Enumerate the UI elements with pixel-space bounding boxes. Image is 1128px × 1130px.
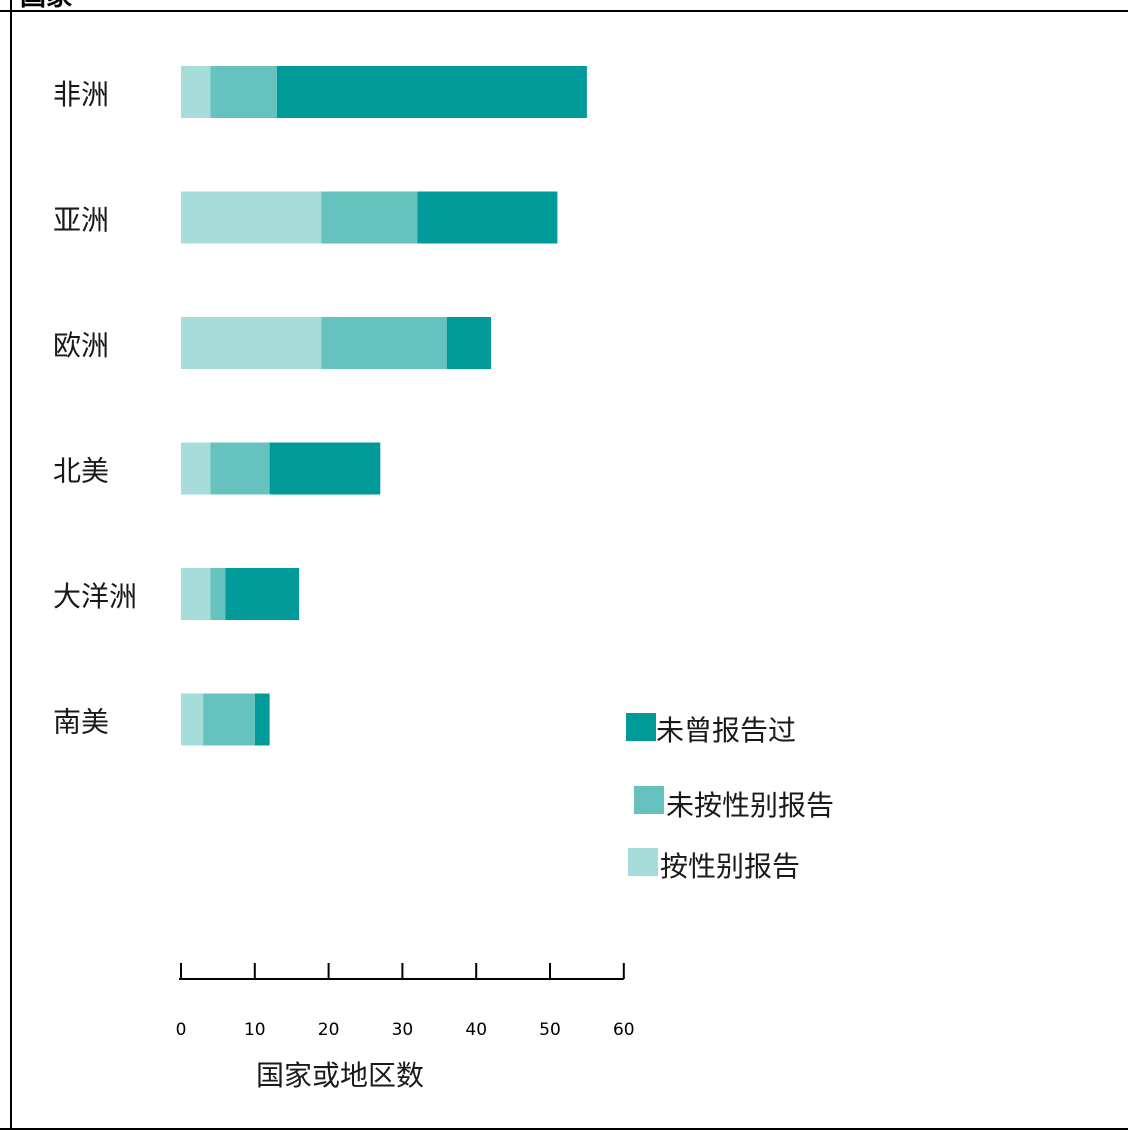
bar-segment: [210, 66, 277, 118]
x-tick-label: 30: [392, 1020, 414, 1040]
frame-bottom-border: [0, 1128, 1128, 1130]
bar-segment: [254, 693, 270, 746]
bar-segment: [181, 66, 211, 118]
bar-segment: [210, 568, 226, 620]
bar-segment: [321, 191, 418, 244]
bar-segment: [181, 191, 322, 244]
frame-top-border: [0, 10, 1128, 12]
category-label: 北美: [53, 455, 109, 488]
legend-label: 未按性别报告: [666, 789, 834, 822]
x-tick-label: 20: [318, 1020, 340, 1040]
legend-label: 未曾报告过: [656, 714, 796, 747]
legend-label: 按性别报告: [660, 850, 800, 883]
bar-segment: [181, 442, 211, 495]
cropped-header-label: 国家: [20, 0, 72, 10]
category-label: 欧洲: [53, 329, 109, 362]
legend-swatch: [634, 786, 664, 814]
x-tick-label: 0: [176, 1020, 187, 1040]
bar-segment: [225, 568, 300, 620]
bar-segment: [417, 191, 558, 244]
bar-segment: [446, 317, 491, 369]
bar-segment: [181, 317, 322, 369]
bar-segment: [181, 693, 204, 746]
x-tick-label: 40: [465, 1020, 487, 1040]
x-axis-title: 国家或地区数: [256, 1059, 424, 1092]
bar-segment: [276, 66, 587, 118]
category-label: 南美: [53, 706, 109, 739]
category-label: 大洋洲: [53, 580, 137, 613]
x-tick-label: 10: [244, 1020, 266, 1040]
bar-segment: [203, 693, 255, 746]
bar-segment: [269, 442, 381, 495]
category-label: 非洲: [53, 78, 109, 111]
frame-left-border: [10, 0, 12, 1130]
x-tick-label: 50: [539, 1020, 561, 1040]
bar-segment: [321, 317, 447, 369]
legend-swatch: [628, 848, 658, 876]
legend-swatch: [626, 713, 656, 741]
x-tick-label: 60: [613, 1020, 635, 1040]
bar-segment: [181, 568, 211, 620]
bar-segment: [210, 442, 270, 495]
category-label: 亚洲: [53, 204, 109, 237]
